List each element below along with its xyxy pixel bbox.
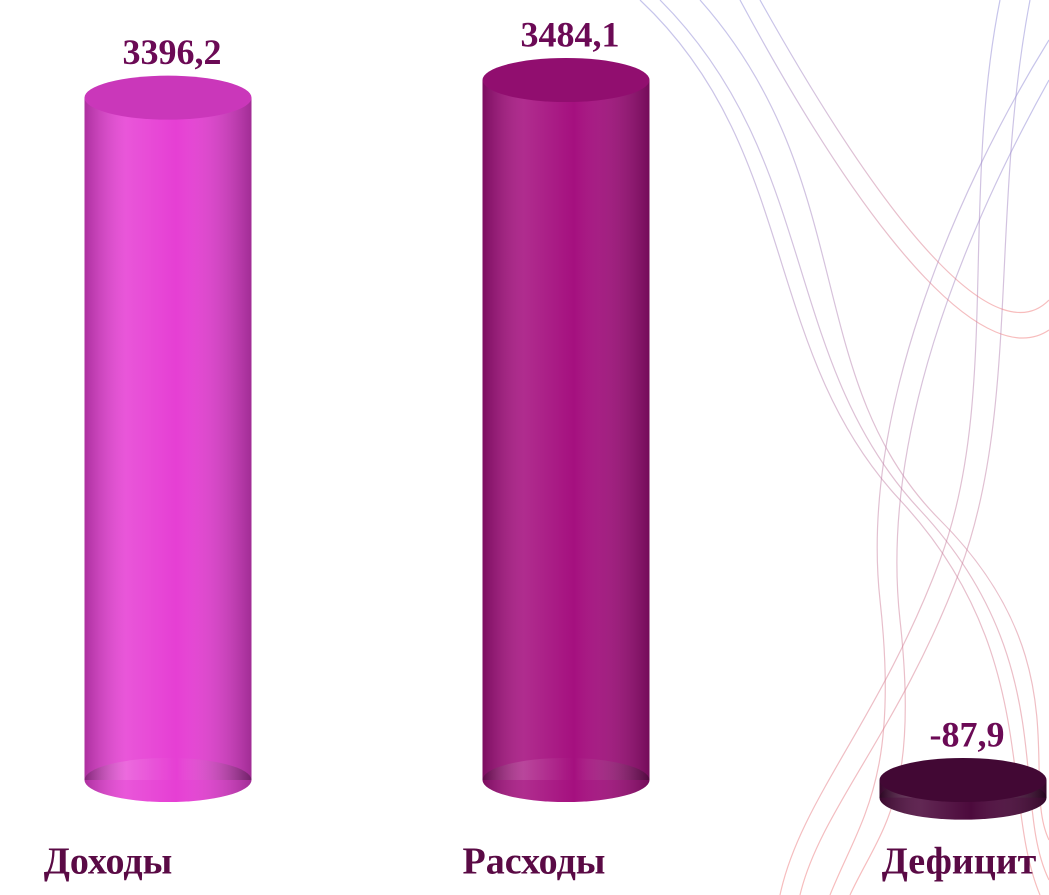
- value-label: 3484,1: [521, 14, 620, 54]
- cylinder-shade: [85, 98, 252, 780]
- category-label: Дефицит: [882, 841, 1037, 883]
- cylinder-top-shade: [483, 58, 650, 102]
- value-label: 3396,2: [123, 32, 222, 72]
- value-label: -87,9: [930, 714, 1005, 754]
- category-label: Доходы: [44, 841, 173, 883]
- plot-area: 3396,2 Доходы 3484,1 Расходы -87,9 Дефицит: [44, 14, 1047, 882]
- cylinder-shade: [483, 80, 650, 780]
- chart: 3396,2 Доходы 3484,1 Расходы -87,9 Дефицит: [0, 0, 1049, 895]
- cylinder-top-shade: [880, 758, 1047, 802]
- page: {"chart_data": {"type": "cylinder", "cat…: [0, 0, 1049, 895]
- cylinder-top-shade: [85, 76, 252, 120]
- category-label: Расходы: [463, 841, 606, 883]
